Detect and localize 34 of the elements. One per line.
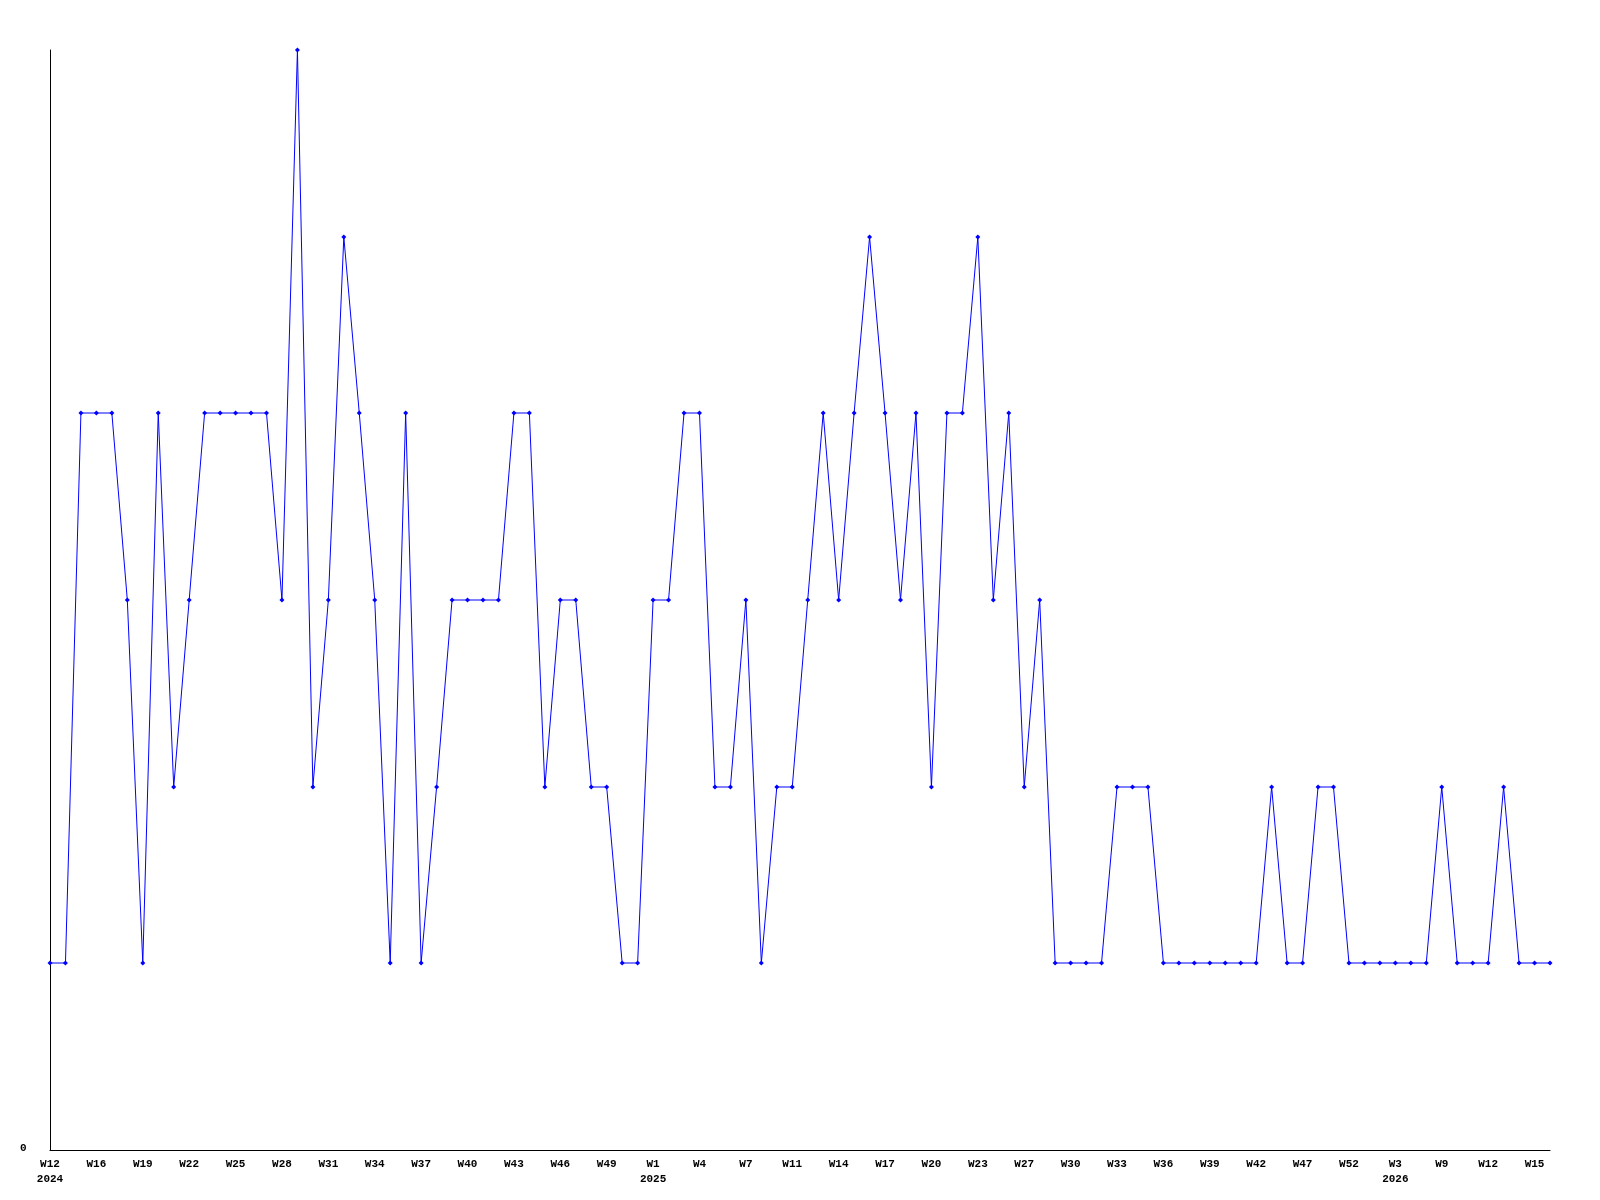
x-tick-label: W3 2026 <box>1382 1157 1409 1185</box>
x-tick-label: W1 2025 <box>639 1157 667 1185</box>
x-tick-label: W7 <box>739 1157 753 1170</box>
x-tick-label: W37 <box>411 1157 432 1170</box>
x-tick-label: W39 <box>1199 1157 1220 1170</box>
x-tick-label: W27 <box>1014 1157 1035 1170</box>
x-tick-label: W20 <box>921 1157 942 1170</box>
x-tick-label: W22 <box>179 1157 200 1170</box>
x-tick-label: W42 <box>1246 1157 1267 1170</box>
x-tick-label: W46 <box>550 1157 571 1170</box>
x-tick-label: W36 <box>1153 1157 1174 1170</box>
x-tick-label: W47 <box>1292 1157 1313 1170</box>
x-tick-label: W11 <box>782 1157 803 1170</box>
x-tick-label: W30 <box>1060 1157 1081 1170</box>
x-tick-label: W12 <box>1478 1157 1499 1170</box>
x-tick-label: W43 <box>504 1157 525 1170</box>
x-tick-label: W34 <box>364 1157 386 1170</box>
x-tick-label: W40 <box>457 1157 478 1170</box>
x-tick-label: W52 <box>1339 1157 1359 1170</box>
x-tick-label: W19 <box>132 1157 153 1170</box>
x-tick-label: W14 <box>828 1157 849 1170</box>
x-tick-label: W25 <box>225 1157 246 1170</box>
x-tick-label: W23 <box>967 1157 989 1170</box>
x-tick-label: W28 <box>272 1157 293 1170</box>
x-tick-label: W17 <box>875 1157 895 1170</box>
x-tick-label: W16 <box>86 1157 107 1170</box>
x-tick-label: W31 <box>318 1157 339 1170</box>
x-tick-label: W15 <box>1524 1157 1545 1170</box>
x-tick-label: W33 <box>1107 1157 1128 1170</box>
x-tick-label: W12 2024 <box>36 1157 64 1185</box>
x-tick-label: W9 <box>1435 1157 1449 1170</box>
x-tick-label: W49 <box>596 1157 617 1170</box>
text: 0 <box>20 1141 27 1154</box>
x-tick-label: W4 <box>692 1157 707 1170</box>
